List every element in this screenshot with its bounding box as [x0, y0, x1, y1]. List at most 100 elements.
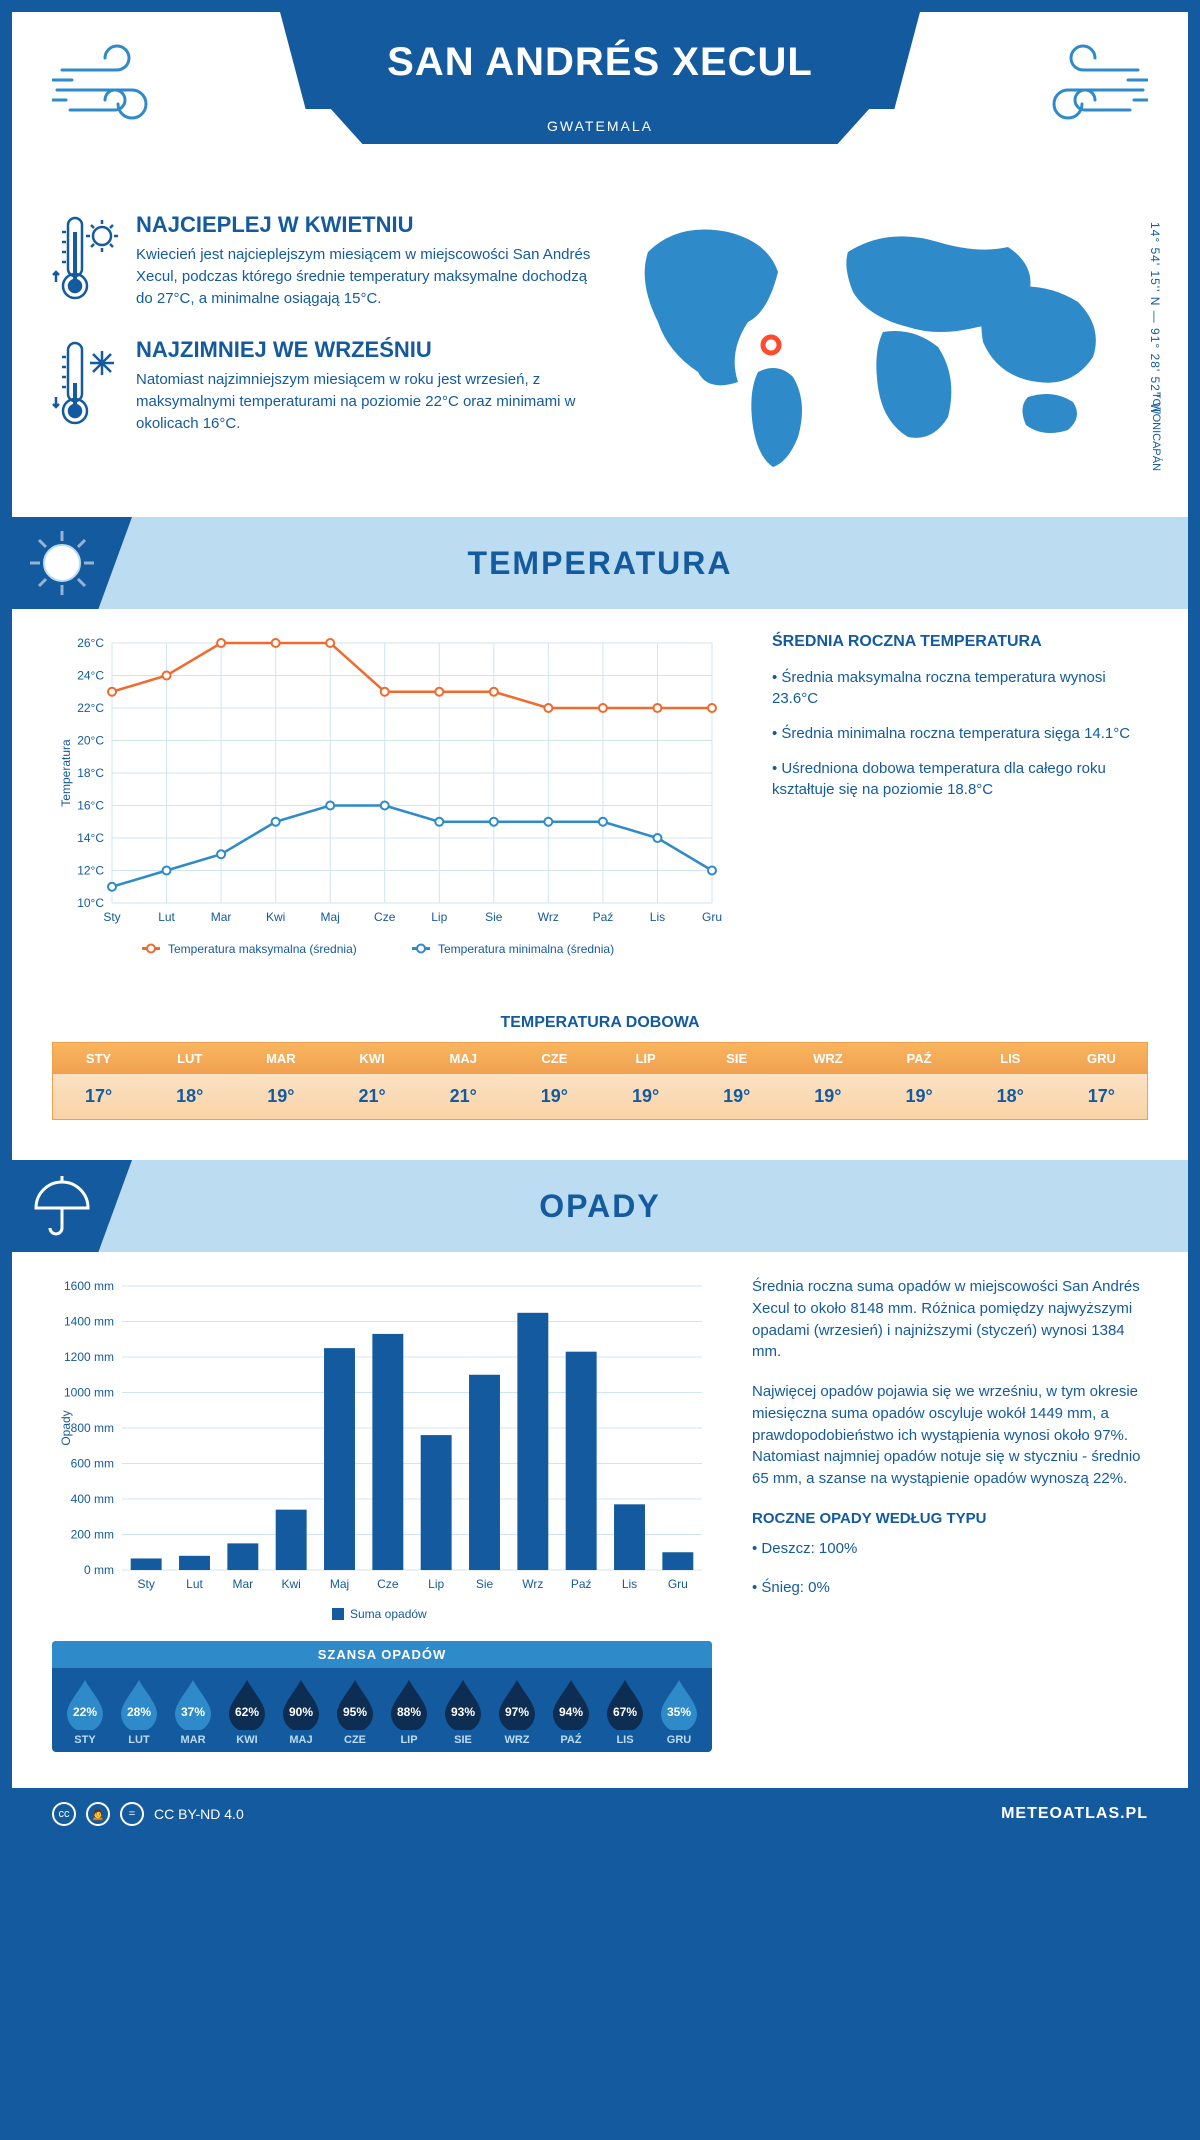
svg-text:Mar: Mar — [211, 910, 232, 924]
svg-text:97%: 97% — [505, 1705, 529, 1719]
svg-text:20°C: 20°C — [77, 734, 104, 748]
svg-text:16°C: 16°C — [77, 799, 104, 813]
svg-text:Gru: Gru — [668, 1577, 688, 1591]
temp-p3: • Uśredniona dobowa temperatura dla całe… — [772, 758, 1152, 800]
wind-icon-right — [1018, 40, 1148, 145]
svg-text:Mar: Mar — [232, 1577, 253, 1591]
rain-chance-drop: 67% LIS — [598, 1678, 652, 1746]
dobowa-value: 19° — [691, 1074, 782, 1119]
opady-type2: • Śnieg: 0% — [752, 1577, 1152, 1599]
facts-column: NAJCIEPLEJ W KWIETNIU Kwiecień jest najc… — [52, 212, 598, 477]
temp-p1: • Średnia maksymalna roczna temperatura … — [772, 667, 1152, 709]
svg-text:1600 mm: 1600 mm — [64, 1279, 114, 1293]
infographic-page: SAN ANDRÉS XECUL GWATEMALA — [12, 12, 1188, 1840]
opady-body: 0 mm200 mm400 mm600 mm800 mm1000 mm1200 … — [12, 1276, 1188, 1788]
dobowa-header: WRZ — [782, 1043, 873, 1074]
dobowa-header: STY — [53, 1043, 144, 1074]
svg-text:93%: 93% — [451, 1705, 475, 1719]
fact-warm-title: NAJCIEPLEJ W KWIETNIU — [136, 212, 598, 238]
svg-text:Gru: Gru — [702, 910, 722, 924]
section-title-opady: OPADY — [539, 1188, 660, 1225]
dobowa-header: SIE — [691, 1043, 782, 1074]
svg-text:Lip: Lip — [428, 1577, 444, 1591]
svg-text:Lip: Lip — [431, 910, 447, 924]
fact-cold-text: Natomiast najzimniejszym miesiącem w rok… — [136, 369, 598, 434]
dobowa-value: 18° — [965, 1074, 1056, 1119]
dobowa-header: LIS — [965, 1043, 1056, 1074]
dobowa-header: MAJ — [418, 1043, 509, 1074]
world-map — [628, 212, 1118, 472]
rain-chance-drop: 90% MAJ — [274, 1678, 328, 1746]
dobowa-title: TEMPERATURA DOBOWA — [12, 1014, 1188, 1032]
rain-chance-title: SZANSA OPADÓW — [52, 1641, 712, 1668]
svg-text:Cze: Cze — [374, 910, 396, 924]
thermometer-snow-icon — [52, 337, 122, 442]
svg-text:600 mm: 600 mm — [71, 1457, 114, 1471]
header: SAN ANDRÉS XECUL GWATEMALA — [12, 12, 1188, 192]
license-block: cc 🙍 = CC BY-ND 4.0 — [52, 1802, 244, 1826]
rain-chance-drop: 97% WRZ — [490, 1678, 544, 1746]
svg-text:94%: 94% — [559, 1705, 583, 1719]
title-banner: SAN ANDRÉS XECUL — [280, 12, 920, 109]
svg-text:12°C: 12°C — [77, 864, 104, 878]
city-title: SAN ANDRÉS XECUL — [300, 40, 900, 85]
svg-text:28%: 28% — [127, 1705, 151, 1719]
fact-warmest: NAJCIEPLEJ W KWIETNIU Kwiecień jest najc… — [52, 212, 598, 317]
svg-text:37%: 37% — [181, 1705, 205, 1719]
svg-text:62%: 62% — [235, 1705, 259, 1719]
svg-text:Temperatura: Temperatura — [59, 739, 73, 807]
precipitation-bar-chart: 0 mm200 mm400 mm600 mm800 mm1000 mm1200 … — [52, 1276, 712, 1768]
rain-chance-drop: 37% MAR — [166, 1678, 220, 1746]
svg-text:Maj: Maj — [321, 910, 340, 924]
svg-text:10°C: 10°C — [77, 896, 104, 910]
svg-text:Kwi: Kwi — [266, 910, 285, 924]
region-label: TOTONICAPÁN — [1150, 392, 1162, 471]
thermometer-sun-icon — [52, 212, 122, 317]
dobowa-value: 17° — [53, 1074, 144, 1119]
svg-text:Kwi: Kwi — [281, 1577, 300, 1591]
dobowa-header: LUT — [144, 1043, 235, 1074]
svg-text:18°C: 18°C — [77, 766, 104, 780]
svg-text:1200 mm: 1200 mm — [64, 1350, 114, 1364]
svg-text:Lut: Lut — [186, 1577, 203, 1591]
svg-text:67%: 67% — [613, 1705, 637, 1719]
temperatura-body: 10°C12°C14°C16°C18°C20°C22°C24°C26°CStyL… — [12, 633, 1188, 998]
wind-icon-left — [52, 40, 182, 145]
rain-chance-panel: SZANSA OPADÓW 22% STY 28% LUT 37% MAR 62… — [52, 1641, 712, 1752]
dobowa-header: LIP — [600, 1043, 691, 1074]
svg-text:22%: 22% — [73, 1705, 97, 1719]
license-text: CC BY-ND 4.0 — [154, 1806, 244, 1822]
rain-chance-drop: 94% PAŹ — [544, 1678, 598, 1746]
svg-text:0 mm: 0 mm — [84, 1563, 114, 1577]
section-title-temperatura: TEMPERATURA — [468, 545, 733, 582]
svg-text:Cze: Cze — [377, 1577, 399, 1591]
svg-text:Wrz: Wrz — [538, 910, 559, 924]
dobowa-header: CZE — [509, 1043, 600, 1074]
dobowa-value: 21° — [326, 1074, 417, 1119]
svg-text:1000 mm: 1000 mm — [64, 1386, 114, 1400]
svg-text:22°C: 22°C — [77, 701, 104, 715]
svg-text:Paź: Paź — [571, 1577, 592, 1591]
rain-chance-drop: 93% SIE — [436, 1678, 490, 1746]
dobowa-header: GRU — [1056, 1043, 1147, 1074]
rain-chance-drop: 95% CZE — [328, 1678, 382, 1746]
svg-text:35%: 35% — [667, 1705, 691, 1719]
svg-text:24°C: 24°C — [77, 669, 104, 683]
dobowa-value: 19° — [235, 1074, 326, 1119]
svg-text:800 mm: 800 mm — [71, 1421, 114, 1435]
rain-chance-drop: 28% LUT — [112, 1678, 166, 1746]
rain-chance-drop: 62% KWI — [220, 1678, 274, 1746]
opady-p2: Najwięcej opadów pojawia się we wrześniu… — [752, 1381, 1152, 1490]
section-banner-temperatura: TEMPERATURA — [12, 517, 1188, 609]
svg-text:90%: 90% — [289, 1705, 313, 1719]
svg-text:Sty: Sty — [137, 1577, 154, 1591]
dobowa-value: 19° — [873, 1074, 964, 1119]
svg-text:Lut: Lut — [158, 910, 175, 924]
precipitation-summary: Średnia roczna suma opadów w miejscowośc… — [752, 1276, 1152, 1768]
dobowa-value: 19° — [600, 1074, 691, 1119]
opady-type1: • Deszcz: 100% — [752, 1538, 1152, 1560]
by-icon: 🙍 — [86, 1802, 110, 1826]
svg-text:Suma opadów: Suma opadów — [350, 1607, 427, 1621]
dobowa-header: KWI — [326, 1043, 417, 1074]
dobowa-value: 18° — [144, 1074, 235, 1119]
